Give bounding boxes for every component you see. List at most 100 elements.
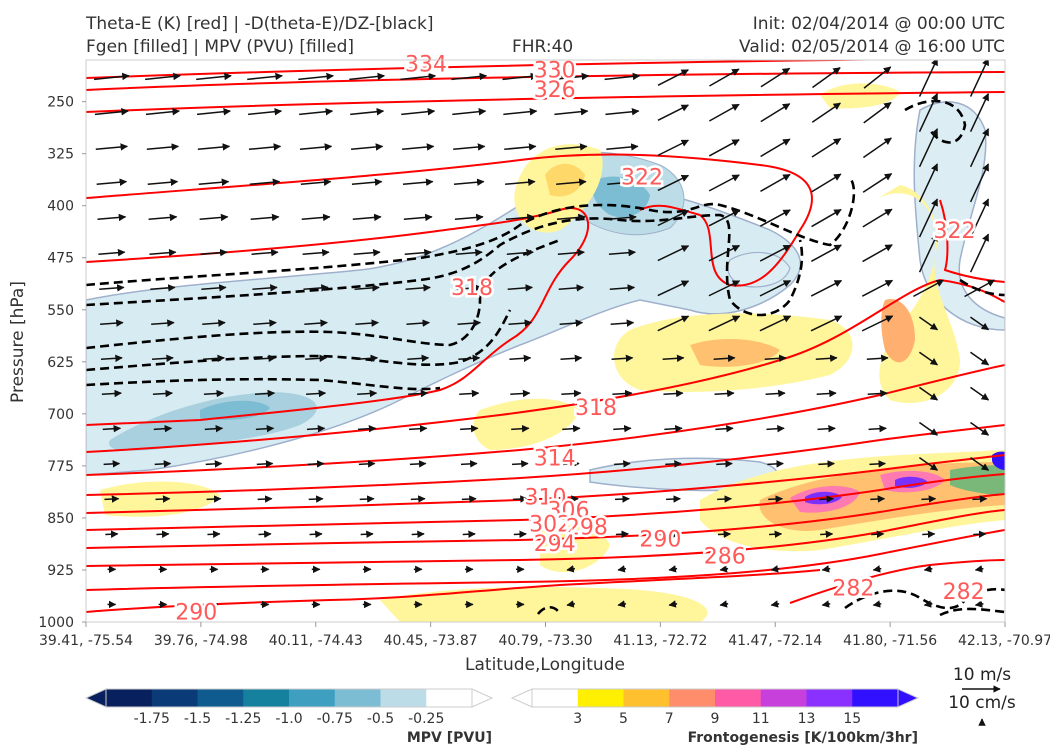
- wind-vector: [156, 530, 170, 538]
- wind-vector: [204, 424, 224, 433]
- wind-vector: [862, 208, 893, 228]
- wind-vector: [410, 495, 426, 503]
- wind-vector: [606, 143, 639, 151]
- wind-vector: [810, 315, 843, 332]
- mpv-colorbar: -1.75 -1.5 -1.25 -1.0 -0.75 -0.5 -0.25: [84, 688, 494, 727]
- wind-vector: [350, 143, 384, 151]
- theta-e-label: 318: [451, 276, 493, 301]
- wind-vector: [196, 107, 231, 116]
- wind-vector: [719, 600, 729, 608]
- fgen-fill-surface: [380, 587, 708, 622]
- theta-e-label: 286: [704, 544, 746, 569]
- colorbar-segment: [669, 689, 716, 707]
- colorbar-left-extension: [510, 688, 533, 708]
- colorbar-segment: [852, 689, 899, 707]
- wind-vector: [360, 530, 374, 538]
- wind-vector: [152, 389, 173, 398]
- wind-vector: [918, 421, 939, 436]
- wind-vector: [400, 72, 437, 81]
- wind-vector: [350, 107, 385, 116]
- wind-vector: [513, 530, 527, 538]
- wind-vector: [969, 92, 990, 133]
- colorbar-tick-label: -1.25: [225, 711, 261, 727]
- wind-vector: [196, 72, 232, 81]
- wind-vector: [719, 565, 729, 573]
- colorbar-tick-label: 3: [573, 711, 582, 727]
- wind-vector: [454, 213, 484, 222]
- wind-vector: [969, 233, 990, 273]
- wind-vector: [607, 178, 638, 186]
- wind-vector: [460, 424, 479, 433]
- colorbar-tick-label: -0.5: [367, 711, 394, 727]
- theta-e-contour: [86, 91, 1005, 113]
- wind-vector: [863, 101, 892, 124]
- wind-vector: [403, 213, 433, 222]
- wind-vector: [657, 280, 690, 297]
- wind-vector: [666, 495, 681, 503]
- wind-vector: [299, 107, 334, 116]
- wind-vector: [970, 457, 990, 471]
- wind-vector: [355, 319, 379, 327]
- wind-vector: [199, 213, 229, 222]
- wind-vector: [657, 209, 690, 227]
- wind-vector: [815, 354, 838, 363]
- y-tick-label: 925: [47, 563, 74, 579]
- colorbar-tick-label: -0.25: [408, 711, 444, 727]
- wind-vector: [511, 424, 530, 433]
- wind-vector: [665, 460, 682, 468]
- x-tick-label: 41.47, -72.14: [728, 633, 822, 649]
- theta-e-contour: [86, 509, 1005, 567]
- wind-vector: [154, 460, 172, 468]
- wind-vector: [810, 279, 843, 297]
- wind-vector: [404, 248, 432, 257]
- fgen-fill-midlevel-core: [690, 338, 780, 367]
- wind-vector: [868, 424, 887, 433]
- title-line-2: Fgen [filled] | MPV (PVU) [filled]: [86, 37, 355, 57]
- dthetadz-contour: [959, 278, 1005, 297]
- wind-vector: [505, 178, 536, 186]
- forecast-hour: FHR:40: [512, 37, 574, 57]
- wind-vector: [969, 128, 990, 168]
- mpv-fill-mid-right: [727, 251, 791, 288]
- wind-vector: [657, 104, 689, 122]
- wind-vector: [554, 107, 589, 116]
- wind-vector: [764, 354, 787, 363]
- wind-vector: [918, 316, 939, 331]
- dthetadz-contour: [536, 605, 562, 615]
- wind-vector: [559, 319, 584, 327]
- wind-vector: [862, 173, 893, 193]
- wind-vector: [258, 530, 272, 538]
- wind-vector: [506, 248, 534, 257]
- wind-vector: [510, 389, 531, 398]
- y-tick-label: 775: [47, 459, 74, 475]
- x-tick-label: 40.79, -73.30: [498, 633, 592, 649]
- wind-vector: [867, 389, 888, 398]
- wind-vector: [100, 354, 123, 363]
- dthetadz-contour: [86, 177, 856, 287]
- wind-vector: [512, 460, 529, 468]
- wind-vector: [555, 143, 588, 151]
- wind-vector: [821, 600, 831, 608]
- wind-vector: [716, 460, 733, 468]
- wind-vector: [93, 72, 130, 81]
- wind-vector: [563, 460, 580, 468]
- wind-vector: [918, 128, 938, 168]
- fgen-fill-upper-left-core: [545, 163, 585, 197]
- wind-vector: [563, 495, 579, 503]
- wind-vector: [611, 354, 634, 363]
- wind-vector: [969, 163, 990, 203]
- wind-vector: [351, 178, 383, 186]
- wind-vector: [249, 178, 281, 186]
- wind-vector: [206, 495, 222, 503]
- wind-vector: [255, 424, 275, 433]
- theta-e-label: 282: [943, 580, 985, 605]
- title-line-1: Theta-E (K) [red] | -D(theta-E)/DZ-[blac…: [86, 14, 434, 34]
- wind-vector: [863, 66, 892, 89]
- wind-vectors: [93, 60, 996, 609]
- wind-vector: [408, 389, 429, 398]
- wind-vector: [101, 389, 122, 398]
- wind-vector: [458, 354, 481, 363]
- colorbar-segment: [106, 689, 153, 707]
- colorbar-frame: [105, 688, 473, 708]
- theta-e-label: 314: [534, 447, 576, 472]
